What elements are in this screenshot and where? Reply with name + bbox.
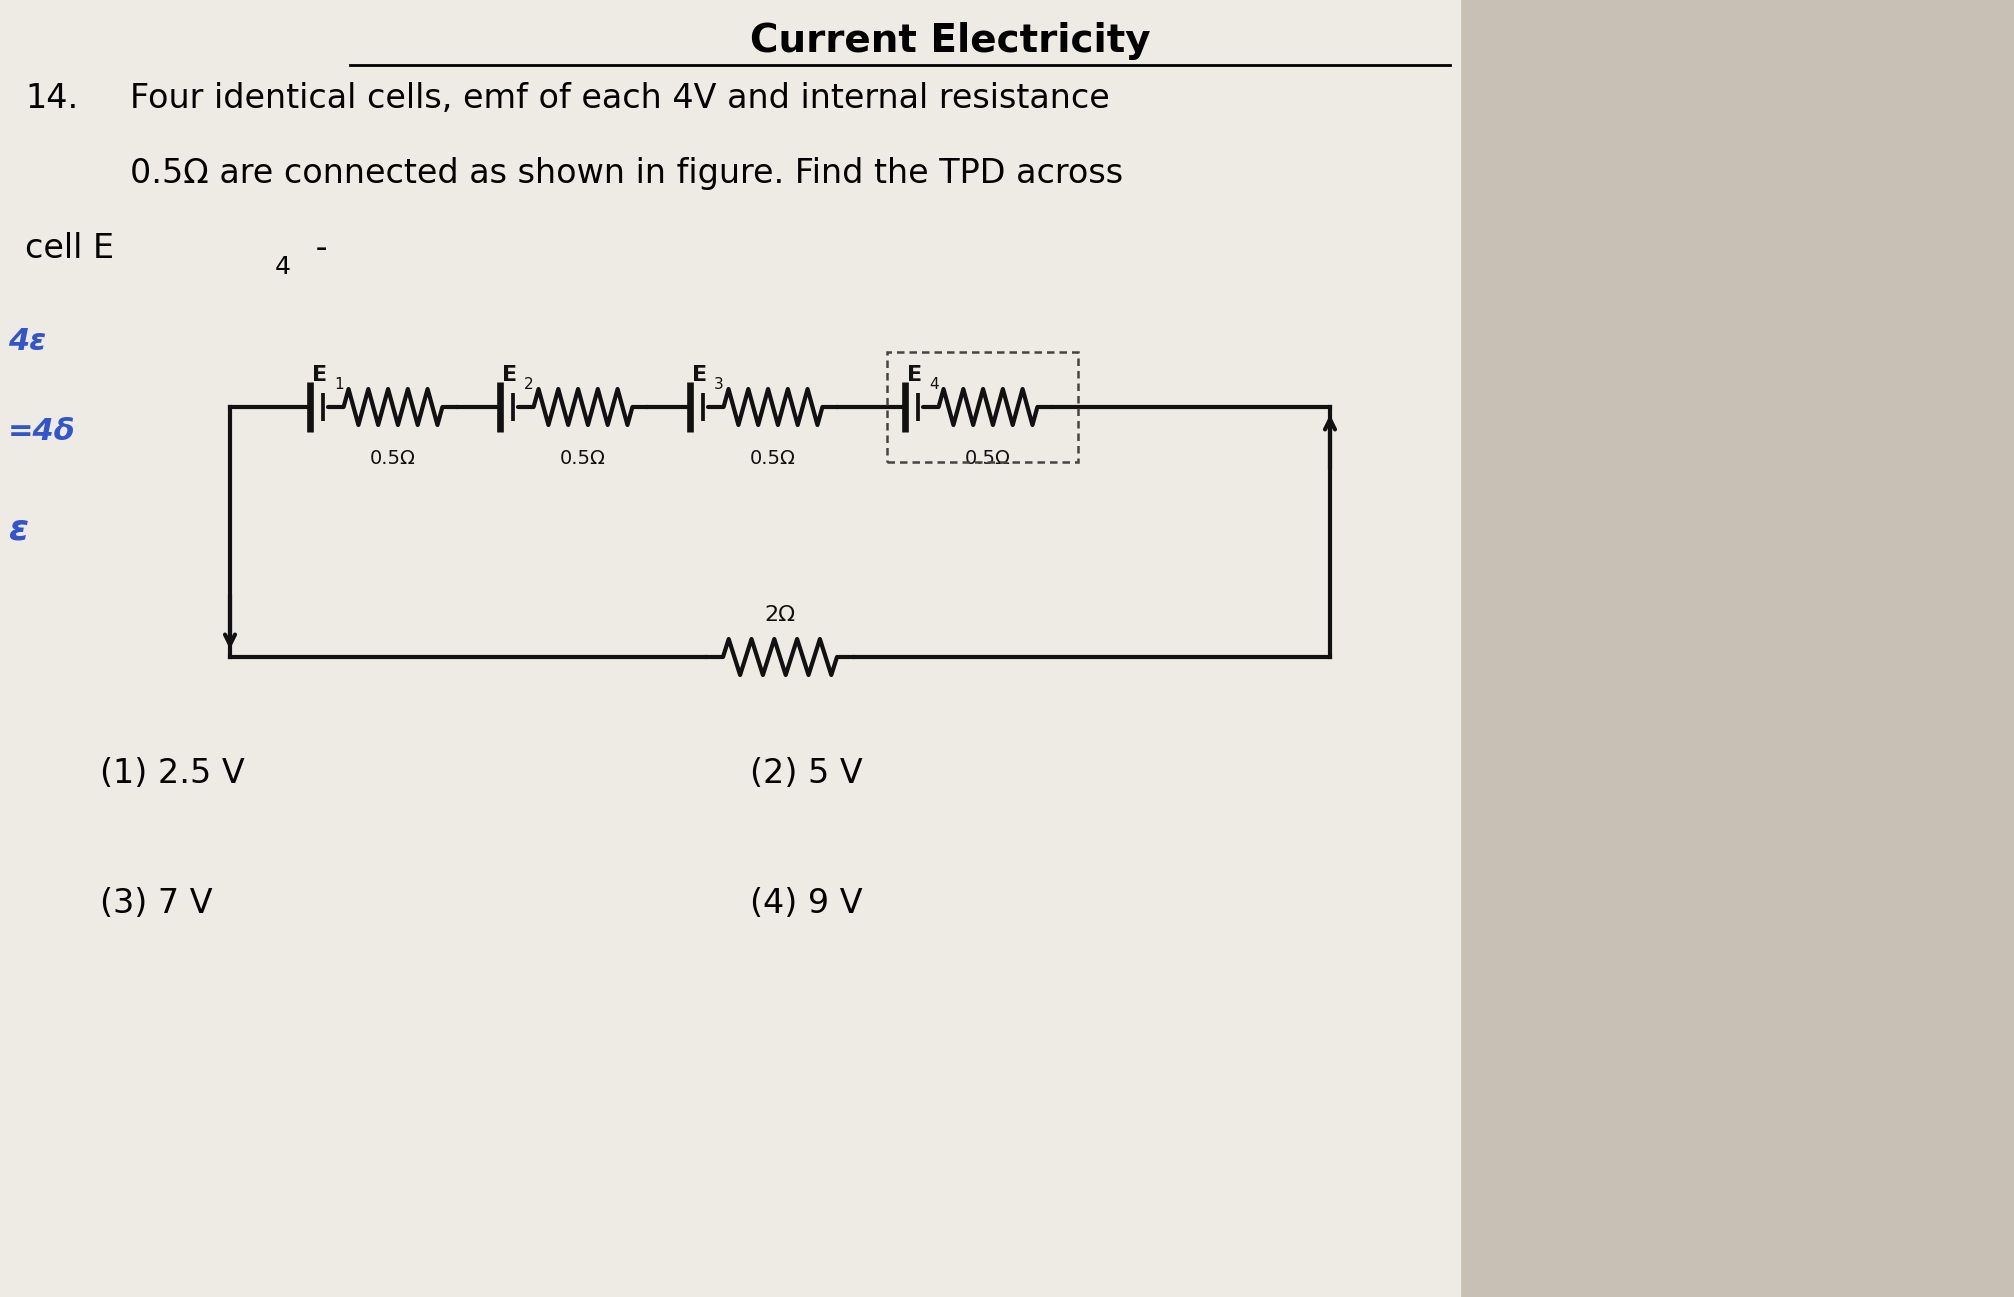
Text: 2Ω: 2Ω [765,604,796,625]
Bar [0,0,1460,1297]
Text: 0.5Ω are connected as shown in figure. Find the TPD across: 0.5Ω are connected as shown in figure. F… [131,157,1124,189]
Text: E: E [501,364,518,385]
Text: 0.5Ω: 0.5Ω [371,449,417,468]
Text: (4) 9 V: (4) 9 V [749,887,862,920]
Text: E: E [312,364,326,385]
Text: 4: 4 [276,256,290,279]
Text: Current Electricity: Current Electricity [749,22,1150,60]
Text: 4ε: 4ε [8,327,46,355]
Text: E: E [693,364,707,385]
Text: (1) 2.5 V: (1) 2.5 V [101,757,246,790]
Text: (3) 7 V: (3) 7 V [101,887,213,920]
Text: 1: 1 [334,377,344,392]
Text: cell E: cell E [24,232,115,265]
Text: =4δ: =4δ [8,418,77,446]
Text: 0.5Ω: 0.5Ω [965,449,1011,468]
Text: (2) 5 V: (2) 5 V [749,757,862,790]
Text: -: - [304,232,328,265]
Bar [886,351,1077,462]
Text: 14.: 14. [24,82,79,115]
Text: ε: ε [8,512,28,546]
Text: 2: 2 [524,377,534,392]
Text: 0.5Ω: 0.5Ω [560,449,606,468]
Text: E: E [906,364,922,385]
Text: 0.5Ω: 0.5Ω [749,449,796,468]
Text: 4: 4 [928,377,939,392]
Text: 3: 3 [715,377,723,392]
Text: Four identical cells, emf of each 4V and internal resistance: Four identical cells, emf of each 4V and… [131,82,1110,115]
